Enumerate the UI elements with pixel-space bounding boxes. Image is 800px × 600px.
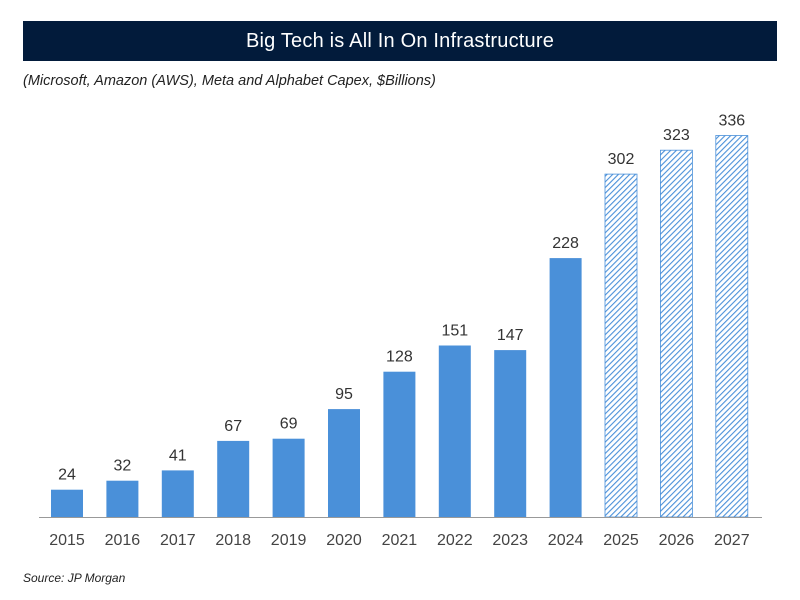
value-labels-group: 24 32 41 67 69 95 128 151 147 228 302 323 336 xyxy=(58,113,745,484)
bar-2020 xyxy=(328,409,360,517)
bar-2022 xyxy=(438,345,471,517)
x-tick-label-2026: 2026 xyxy=(659,532,695,549)
value-label-2023: 147 xyxy=(497,327,524,344)
value-label-2027: 336 xyxy=(718,113,745,130)
source-note: Source: JP Morgan xyxy=(23,571,126,585)
x-tick-labels-group: 2015 2016 2017 2018 2019 2020 2021 2022 2023 2024… xyxy=(49,532,749,549)
value-label-2018: 67 xyxy=(224,418,242,435)
x-tick-label-2023: 2023 xyxy=(492,532,528,549)
bar-2025 xyxy=(604,173,638,518)
bar-2026 xyxy=(660,149,693,518)
bar-2018 xyxy=(217,440,250,517)
value-label-2024: 228 xyxy=(552,235,579,252)
bar-2017 xyxy=(161,470,194,517)
x-tick-label-2019: 2019 xyxy=(271,532,307,549)
x-tick-label-2016: 2016 xyxy=(105,532,141,549)
bar-2016 xyxy=(106,480,139,517)
value-label-2016: 32 xyxy=(114,458,132,475)
value-label-2022: 151 xyxy=(441,323,468,340)
bar-2015 xyxy=(51,489,83,517)
bar-2024 xyxy=(549,258,582,517)
value-label-2026: 323 xyxy=(663,127,690,144)
value-label-2019: 69 xyxy=(280,416,298,433)
x-tick-label-2017: 2017 xyxy=(160,532,196,549)
bar-2019 xyxy=(272,438,305,517)
x-tick-label-2021: 2021 xyxy=(382,532,418,549)
x-tick-label-2027: 2027 xyxy=(714,532,750,549)
value-label-2021: 128 xyxy=(386,349,413,366)
bars-group xyxy=(51,135,749,518)
bar-2023 xyxy=(494,350,527,517)
bar-2027 xyxy=(715,135,749,518)
chart-title: Big Tech is All In On Infrastructure xyxy=(23,21,777,61)
x-tick-label-2024: 2024 xyxy=(548,532,584,549)
x-tick-label-2022: 2022 xyxy=(437,532,473,549)
value-label-2025: 302 xyxy=(608,151,635,168)
x-tick-label-2025: 2025 xyxy=(603,532,639,549)
bar-2021 xyxy=(383,371,416,517)
x-tick-label-2020: 2020 xyxy=(326,532,362,549)
value-label-2020: 95 xyxy=(335,386,353,403)
value-label-2015: 24 xyxy=(58,467,76,484)
x-tick-label-2018: 2018 xyxy=(215,532,251,549)
value-label-2017: 41 xyxy=(169,447,187,464)
chart-subtitle: (Microsoft, Amazon (AWS), Meta and Alpha… xyxy=(23,73,436,89)
x-tick-label-2015: 2015 xyxy=(49,532,85,549)
